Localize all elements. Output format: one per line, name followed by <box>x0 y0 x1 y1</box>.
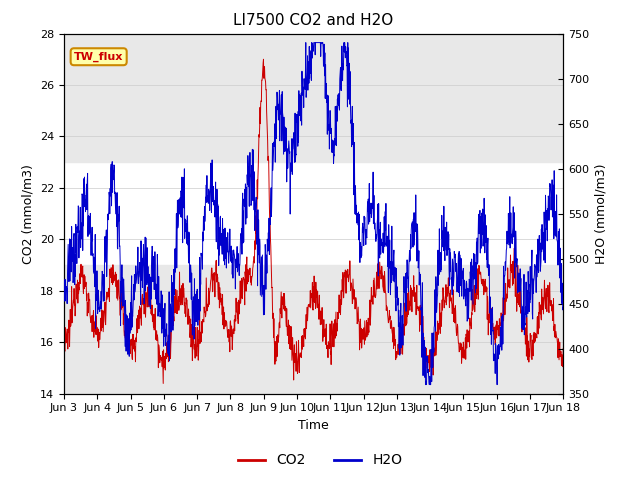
X-axis label: Time: Time <box>298 419 329 432</box>
Y-axis label: H2O (mmol/m3): H2O (mmol/m3) <box>595 163 608 264</box>
Title: LI7500 CO2 and H2O: LI7500 CO2 and H2O <box>234 13 394 28</box>
Y-axis label: CO2 (mmol/m3): CO2 (mmol/m3) <box>22 164 35 264</box>
Legend: CO2, H2O: CO2, H2O <box>232 448 408 473</box>
Bar <box>64 265 563 394</box>
Text: TW_flux: TW_flux <box>74 51 124 62</box>
Bar <box>64 34 563 162</box>
